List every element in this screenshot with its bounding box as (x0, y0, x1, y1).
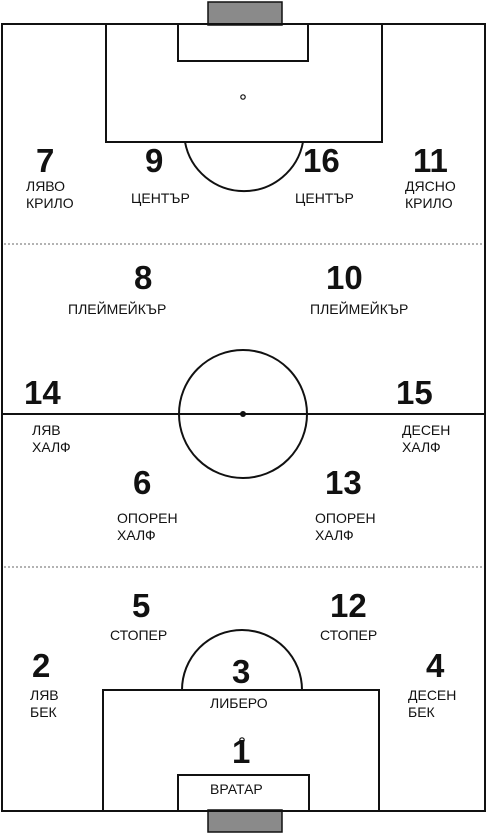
player-role: ДЕСЕН ХАЛФ (402, 422, 451, 455)
player-11: 11 ДЯСНО КРИЛО (405, 144, 456, 212)
player-role: ЦЕНТЪР (295, 190, 354, 206)
player-6: 6 ОПОРЕН ХАЛФ (117, 466, 178, 544)
player-3: 3 ЛИБЕРО (210, 655, 268, 712)
player-number: 15 (396, 374, 433, 411)
player-number: 1 (232, 733, 251, 770)
player-number: 13 (325, 464, 362, 501)
top-goal-area (177, 23, 309, 62)
player-number: 14 (24, 374, 61, 411)
player-number: 2 (32, 647, 51, 684)
player-role: ЦЕНТЪР (131, 190, 190, 206)
player-number: 12 (330, 587, 367, 624)
player-15: 15 ДЕСЕН ХАЛФ (396, 376, 450, 456)
player-role: ЛЯВ ХАЛФ (32, 422, 71, 455)
player-number: 5 (132, 587, 151, 624)
player-role: СТОПЕР (110, 627, 168, 643)
player-role: ЛЯВО КРИЛО (26, 178, 74, 211)
top-goal (207, 1, 283, 26)
player-8: 8 ПЛЕЙМЕЙКЪР (68, 261, 166, 318)
player-number: 8 (134, 259, 153, 296)
top-penalty-area (105, 23, 383, 143)
player-13: 13 ОПОРЕН ХАЛФ (315, 466, 376, 544)
bottom-penalty-spot (239, 737, 245, 743)
player-role: ВРАТАР (210, 781, 263, 797)
player-role: ПЛЕЙМЕЙКЪР (68, 301, 167, 317)
bottom-goal (207, 809, 283, 833)
player-16: 16 ЦЕНТЪР (295, 144, 354, 207)
top-penalty-spot (240, 94, 246, 100)
player-role: ЛИБЕРО (210, 695, 268, 711)
player-12: 12 СТОПЕР (320, 589, 377, 644)
player-number: 3 (232, 653, 251, 690)
player-number: 9 (145, 142, 164, 179)
bottom-penalty-arc (181, 629, 303, 691)
player-1: 1 ВРАТАР (210, 735, 263, 798)
bottom-goal-area (177, 774, 310, 812)
player-role: СТОПЕР (320, 627, 378, 643)
player-number: 7 (36, 142, 55, 179)
player-number: 4 (426, 647, 445, 684)
player-role: ОПОРЕН ХАЛФ (315, 510, 376, 543)
top-penalty-arc (184, 141, 304, 193)
player-14: 14 ЛЯВ ХАЛФ (24, 376, 71, 456)
player-role: ОПОРЕН ХАЛФ (117, 510, 178, 543)
player-role: ДЕСЕН БЕК (408, 687, 457, 720)
player-5: 5 СТОПЕР (110, 589, 167, 644)
player-role: ЛЯВ БЕК (30, 687, 59, 720)
player-number: 10 (326, 259, 363, 296)
player-2: 2 ЛЯВ БЕК (30, 649, 59, 721)
player-role: ДЯСНО КРИЛО (405, 178, 456, 211)
player-9: 9 ЦЕНТЪР (131, 144, 190, 207)
player-number: 16 (303, 142, 340, 179)
centre-spot (240, 411, 246, 417)
player-number: 6 (133, 464, 152, 501)
player-4: 4 ДЕСЕН БЕК (408, 649, 456, 721)
player-number: 11 (413, 142, 448, 179)
player-7: 7 ЛЯВО КРИЛО (26, 144, 74, 212)
centre-circle (178, 349, 308, 479)
player-role: ПЛЕЙМЕЙКЪР (310, 301, 409, 317)
player-10: 10 ПЛЕЙМЕЙКЪР (310, 261, 408, 318)
